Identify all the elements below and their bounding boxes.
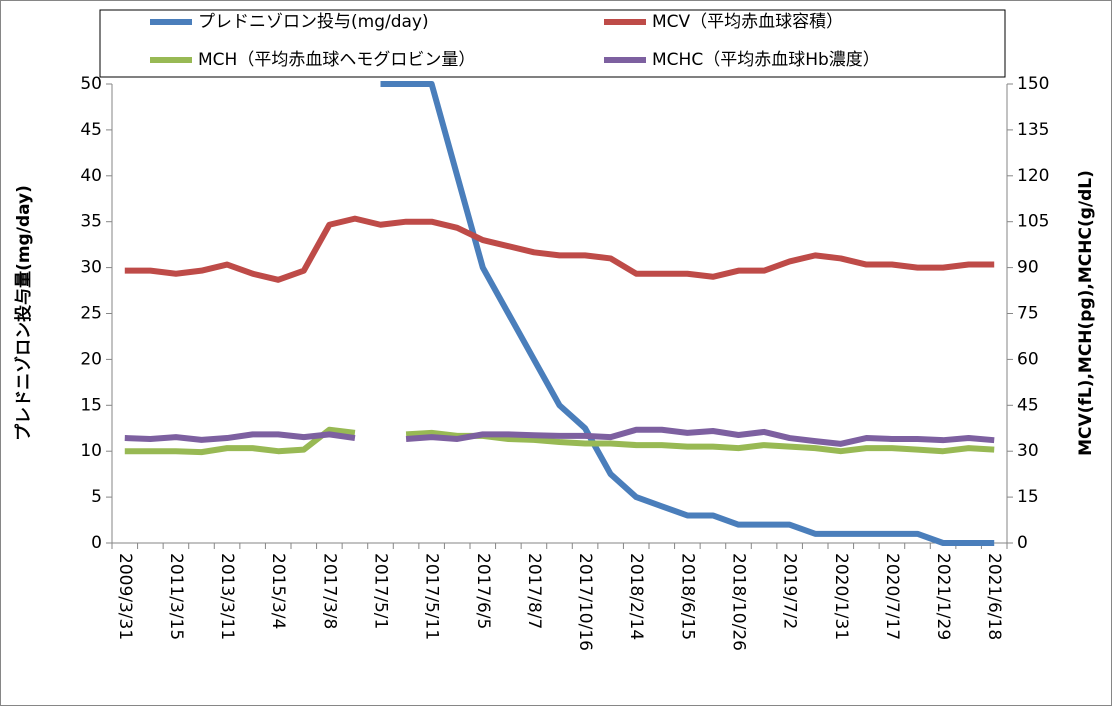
x-tick-label: 2020/7/17 — [882, 553, 902, 640]
x-tick-label: 2017/10/16 — [575, 553, 595, 651]
y2-tick-label: 60 — [1017, 349, 1039, 369]
x-tick-label: 2017/6/5 — [473, 553, 493, 629]
x-tick-label: 2017/3/8 — [319, 553, 339, 629]
y-tick-label: 15 — [80, 395, 102, 415]
y-tick-label: 45 — [80, 120, 102, 140]
x-tick-label: 2013/3/11 — [217, 553, 237, 640]
y-tick-label: 10 — [80, 441, 102, 461]
x-tick-label: 2017/8/7 — [524, 553, 544, 629]
y-tick-label: 20 — [80, 349, 102, 369]
y2-tick-label: 30 — [1017, 441, 1039, 461]
y2-axis-title: MCV(fL),MCH(pg),MCHC(g/dL) — [1076, 170, 1096, 456]
x-tick-label: 2021/6/18 — [984, 553, 1004, 640]
y-tick-label: 40 — [80, 166, 102, 186]
y-tick-label: 5 — [91, 487, 102, 507]
y2-tick-label: 150 — [1017, 74, 1049, 94]
y2-tick-label: 120 — [1017, 166, 1049, 186]
y2-tick-label: 45 — [1017, 395, 1039, 415]
x-tick-label: 2018/10/26 — [729, 553, 749, 651]
y2-tick-label: 105 — [1017, 212, 1049, 232]
legend-label: MCV（平均赤血球容積） — [652, 12, 843, 32]
y2-tick-label: 15 — [1017, 487, 1039, 507]
legend-label: プレドニゾロン投与(mg/day) — [198, 12, 429, 32]
y-tick-label: 25 — [80, 304, 102, 324]
y2-tick-label: 0 — [1017, 533, 1028, 553]
legend-box — [99, 9, 1006, 78]
series-line — [380, 81, 995, 546]
y2-tick-label: 90 — [1017, 258, 1039, 278]
y-tick-label: 35 — [80, 212, 102, 232]
series-line — [124, 426, 995, 447]
y-tick-label: 0 — [91, 533, 102, 553]
legend-label: MCH（平均赤血球ヘモグロビン量） — [198, 50, 475, 70]
y2-tick-label: 75 — [1017, 304, 1039, 324]
series-line — [124, 215, 995, 283]
x-tick-label: 2021/1/29 — [933, 553, 953, 640]
y-tick-label: 50 — [80, 74, 102, 94]
x-tick-label: 2020/1/31 — [831, 553, 851, 640]
x-tick-label: 2018/2/14 — [626, 553, 646, 640]
x-tick-label: 2011/3/15 — [166, 553, 186, 640]
x-tick-label: 2017/5/11 — [422, 553, 442, 640]
y2-tick-label: 135 — [1017, 120, 1049, 140]
x-tick-label: 2018/6/15 — [677, 553, 697, 640]
series-line — [124, 426, 995, 456]
y-axis-title: プレドニゾロン投与量(mg/day) — [13, 185, 34, 441]
y-tick-label: 30 — [80, 258, 102, 278]
x-tick-label: 2019/7/2 — [780, 553, 800, 629]
x-tick-label: 2009/3/31 — [115, 553, 135, 640]
x-tick-label: 2017/5/1 — [371, 553, 391, 629]
legend-label: MCHC（平均赤血球Hb濃度） — [652, 50, 880, 70]
x-tick-label: 2015/3/4 — [268, 553, 288, 629]
